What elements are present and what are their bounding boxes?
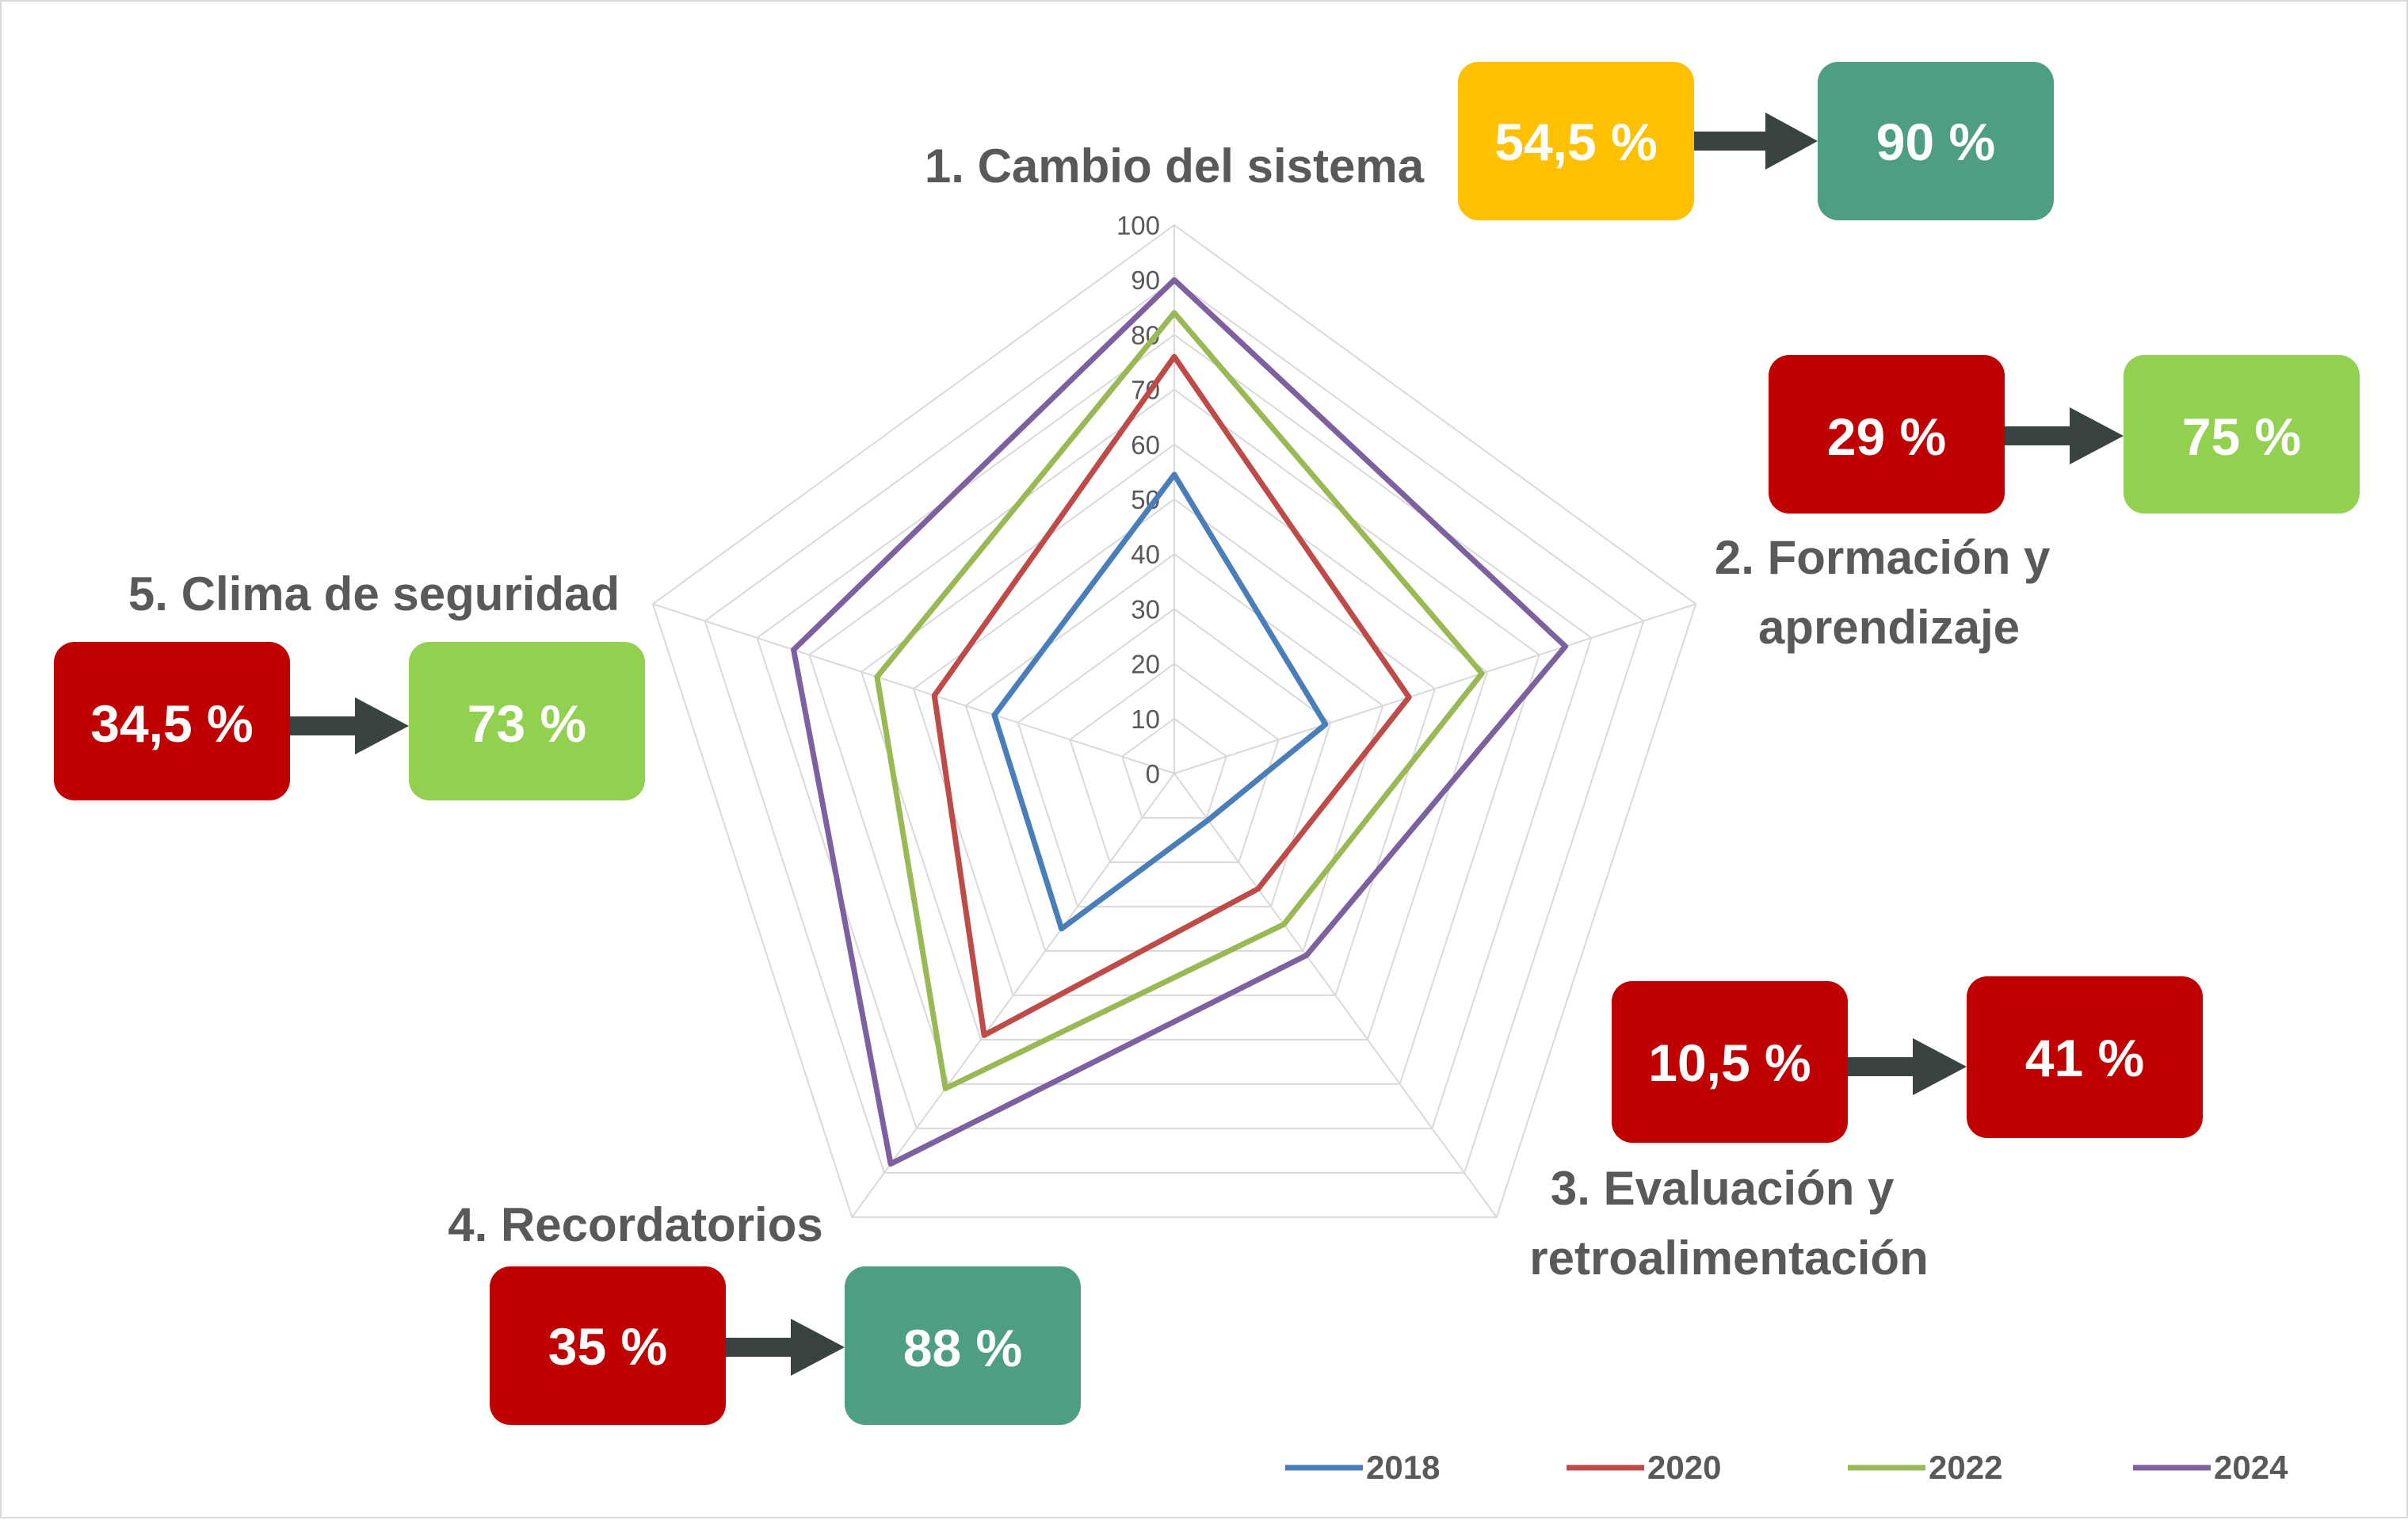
annotation-3: 10,5 % 41 % xyxy=(1612,976,2203,1143)
grid-ring-40 xyxy=(964,552,1384,952)
series-2020 xyxy=(931,353,1412,1038)
annotation-4-to-text: 88 % xyxy=(903,1319,1022,1377)
spoke-2 xyxy=(1173,603,1696,774)
annotation-2-from-text: 29 % xyxy=(1827,407,1946,466)
annotation-4: 35 % 88 % xyxy=(490,1266,1081,1425)
series-2022 xyxy=(874,310,1485,1091)
legend-label-2024: 2024 xyxy=(2214,1449,2288,1486)
grid-ring-50 xyxy=(912,498,1437,996)
annotation-2-to-box xyxy=(2124,355,2360,514)
annotation-4-arrow-head xyxy=(791,1319,845,1376)
axis-label-4: 4. Recordatorios xyxy=(448,1198,822,1251)
annotation-3-from-box xyxy=(1612,981,1848,1143)
spoke-4 xyxy=(851,773,1175,1218)
grid-ring-20 xyxy=(1069,663,1280,863)
radar-grid xyxy=(651,223,1697,1218)
legend-label-2022: 2022 xyxy=(1929,1449,2002,1486)
grid-ring-90 xyxy=(704,278,1645,1174)
annotation-1: 54,5 % 90 % xyxy=(1458,62,2054,220)
annotation-5-to-box xyxy=(409,642,645,800)
annotation-3-to-box xyxy=(1967,976,2203,1138)
annotation-2-to-text: 75 % xyxy=(2182,407,2301,466)
annotation-1-from-box xyxy=(1458,62,1694,220)
axis-label-5: 5. Clima de seguridad xyxy=(128,567,620,621)
annotation-2-from-box xyxy=(1769,355,2005,514)
annotation-5-arrow-head xyxy=(355,697,409,754)
tick-label-40: 40 xyxy=(1131,540,1160,569)
tick-label-30: 30 xyxy=(1131,594,1160,624)
annotation-3-from-text: 10,5 % xyxy=(1648,1033,1811,1092)
spoke-5 xyxy=(652,603,1175,774)
tick-label-90: 90 xyxy=(1131,265,1160,295)
annotation-5-to-text: 73 % xyxy=(467,694,586,753)
annotation-4-from-text: 35 % xyxy=(548,1317,667,1376)
annotation-5-from-box xyxy=(54,642,290,800)
annotation-4-to-box xyxy=(845,1266,1081,1425)
annotation-4-from-box xyxy=(490,1266,726,1425)
spoke-3 xyxy=(1173,773,1498,1218)
legend-label-2020: 2020 xyxy=(1647,1449,1721,1486)
axis-label-3: 3. Evaluación y retroalimentación xyxy=(1529,1162,1928,1285)
annotation-1-from-text: 54,5 % xyxy=(1494,113,1657,171)
tick-label-100: 100 xyxy=(1116,211,1160,240)
grid-ring-30 xyxy=(1017,608,1332,907)
annotation-5-from-text: 34,5 % xyxy=(90,694,253,753)
grid-ring-70 xyxy=(808,388,1540,1085)
annotation-1-to-box xyxy=(1818,62,2054,220)
tick-label-20: 20 xyxy=(1131,650,1160,679)
annotation-5: 34,5 % 73 % xyxy=(54,642,645,800)
series-2018 xyxy=(991,472,1329,932)
grid-ring-10 xyxy=(1121,717,1227,819)
legend: 2018 2020 2022 2024 xyxy=(1285,1449,2288,1486)
radar-spokes xyxy=(652,225,1696,1218)
tick-label-60: 60 xyxy=(1131,430,1160,460)
annotation-2: 29 % 75 % xyxy=(1769,355,2360,514)
tick-label-10: 10 xyxy=(1131,705,1160,734)
series-2024 xyxy=(791,277,1569,1167)
grid-ring-80 xyxy=(756,334,1593,1129)
axis-label-2: 2. Formación y aprendizaje xyxy=(1715,531,2063,654)
annotation-2-arrow-head xyxy=(2070,407,2124,464)
legend-label-2018: 2018 xyxy=(1366,1449,1440,1486)
annotation-1-to-text: 90 % xyxy=(1876,113,1995,171)
annotation-3-arrow-head xyxy=(1913,1038,1967,1095)
tick-label-0: 0 xyxy=(1146,759,1160,789)
annotation-3-to-text: 41 % xyxy=(2025,1029,2144,1087)
grid-ring-100 xyxy=(651,223,1697,1218)
axis-label-1: 1. Cambio del sistema xyxy=(925,139,1425,193)
radar-series xyxy=(791,277,1569,1167)
annotation-1-arrow-head xyxy=(1765,113,1818,170)
